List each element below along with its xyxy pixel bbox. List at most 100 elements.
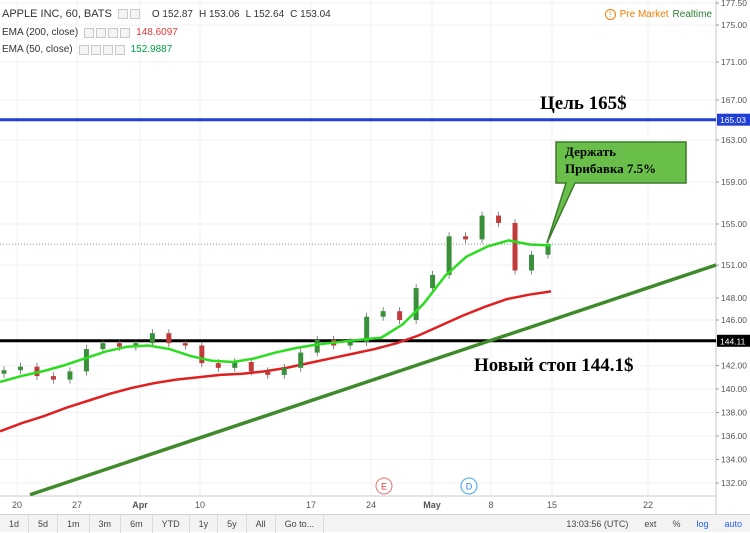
price-tick-label: 142.00 [721, 361, 747, 371]
ext-toggle[interactable]: ext [644, 518, 657, 529]
legend-symbol-buttons[interactable] [117, 9, 140, 19]
price-tick-label: 167.00 [721, 95, 747, 105]
ema50-buttons[interactable] [78, 44, 125, 55]
candle-body [347, 342, 353, 346]
hold-note-line2: Прибавка 7.5% [565, 161, 657, 176]
price-tick-label: 151.00 [721, 260, 747, 270]
price-axis-bg [716, 0, 750, 514]
ema200-value: 148.6097 [136, 27, 178, 38]
price-tick-label: 140.00 [721, 384, 747, 394]
candle-body [298, 352, 304, 368]
ohlc-open: O 152.87 [151, 8, 193, 20]
realtime-label: Realtime [672, 9, 712, 20]
candle-body [67, 371, 73, 380]
tf-ytd[interactable]: YTD [153, 514, 190, 533]
earnings-badge-label: E [381, 482, 387, 492]
tf-1d[interactable]: 1d [0, 514, 30, 533]
price-axis: 132.00 134.00 136.00 138.00 140.00 142.00 144.… [715, 0, 750, 514]
tf-5d[interactable]: 5d [29, 514, 59, 533]
price-chart[interactable]: 132.00 134.00 136.00 138.00 140.00 142.00 144.… [0, 0, 750, 514]
ohlc-low: L 152.64 [245, 8, 285, 20]
trend-line [29, 263, 717, 497]
candle-body [479, 215, 485, 240]
hold-note-line1: Держать [565, 144, 616, 159]
candle-body [182, 343, 188, 346]
price-tick-label: 159.00 [721, 177, 747, 187]
candle-body [50, 376, 56, 380]
bottom-toolbar: 1d 5d 1m 3m 6m YTD 1y 5y All Go to... 13… [0, 514, 750, 533]
ema50-label: EMA (50, close) [2, 44, 73, 55]
candle-body [281, 367, 287, 375]
price-tick-label: 146.00 [721, 315, 747, 325]
candle-body [512, 222, 518, 271]
price-tick-label: 163.00 [721, 135, 747, 145]
go-to-button[interactable]: Go to... [276, 514, 325, 533]
candle-body [133, 343, 139, 347]
candle-body [265, 371, 271, 375]
price-tick-label: 134.00 [721, 455, 747, 465]
candle-body [17, 366, 23, 371]
candle-body [1, 370, 7, 374]
price-label-bg [717, 113, 750, 126]
price-tick-label: 148.00 [721, 293, 747, 303]
tf-1y[interactable]: 1y [190, 514, 219, 533]
tf-3m[interactable]: 3m [90, 514, 122, 533]
ema200-buttons[interactable] [84, 27, 131, 38]
candle-body [100, 343, 106, 350]
candle-body [463, 236, 469, 240]
tf-6m[interactable]: 6m [121, 514, 153, 533]
clock-icon: ! [604, 9, 616, 20]
hold-note: Держать Прибавка 7.5% [565, 143, 656, 177]
price-label-bg [717, 334, 750, 347]
time-tick-label: May [423, 500, 441, 510]
candle-body [215, 363, 221, 368]
price-tick-label: 175.00 [721, 20, 747, 30]
tf-all[interactable]: All [247, 514, 276, 533]
candle-body [199, 345, 205, 364]
candle-body [380, 311, 386, 317]
candle-body [314, 339, 320, 353]
time-tick-label: 8 [488, 500, 493, 510]
candle-body [232, 361, 238, 368]
pre-market-label: Pre Market [619, 9, 669, 20]
candle-body [248, 361, 254, 372]
candles [1, 211, 551, 384]
percent-toggle[interactable]: % [672, 518, 681, 529]
dividend-badge [460, 477, 478, 495]
log-toggle[interactable]: log [696, 518, 709, 529]
hold-callout [546, 141, 687, 244]
price-label: 144.11 [720, 336, 746, 346]
time-axis: 20 27 Apr 10 17 24 May 8 15 22 [0, 495, 716, 510]
ema200-label: EMA (200, close) [2, 27, 79, 38]
legend-ema50-row: EMA (50, close) 152.9887 [2, 44, 172, 55]
ohlc-close: C 153.04 [290, 8, 331, 20]
candle-body [397, 311, 403, 320]
tf-5y[interactable]: 5y [218, 514, 247, 533]
market-status: ! Pre Market Realtime [604, 9, 712, 20]
time-tick-label: 10 [195, 500, 205, 510]
time-tick-label: 20 [12, 500, 22, 510]
price-label: 165.03 [720, 115, 746, 125]
tf-1m[interactable]: 1m [58, 514, 90, 533]
candle-body [446, 236, 452, 275]
ohlc-high: H 153.06 [199, 8, 240, 20]
candle-body [116, 343, 122, 347]
utc-clock: 13:03:56 (UTC) [566, 518, 629, 529]
time-tick-label: 27 [72, 500, 82, 510]
candle-body [545, 244, 551, 255]
price-tick-label: 136.00 [721, 431, 747, 441]
candle-body [413, 288, 419, 320]
dividend-badge-label: D [466, 482, 473, 492]
candle-body [364, 316, 370, 342]
candle-body [430, 274, 436, 289]
chart-background [0, 0, 750, 514]
legend-ema200-row: EMA (200, close) 148.6097 [2, 27, 178, 38]
time-tick-label: 22 [643, 500, 653, 510]
grid [0, 0, 716, 496]
candle-body [166, 333, 172, 344]
price-tick-label: 138.00 [721, 408, 747, 418]
candle-body [83, 349, 89, 372]
auto-toggle[interactable]: auto [724, 518, 742, 529]
price-tick-label: 177.50 [721, 0, 747, 8]
candle-body [496, 215, 502, 223]
